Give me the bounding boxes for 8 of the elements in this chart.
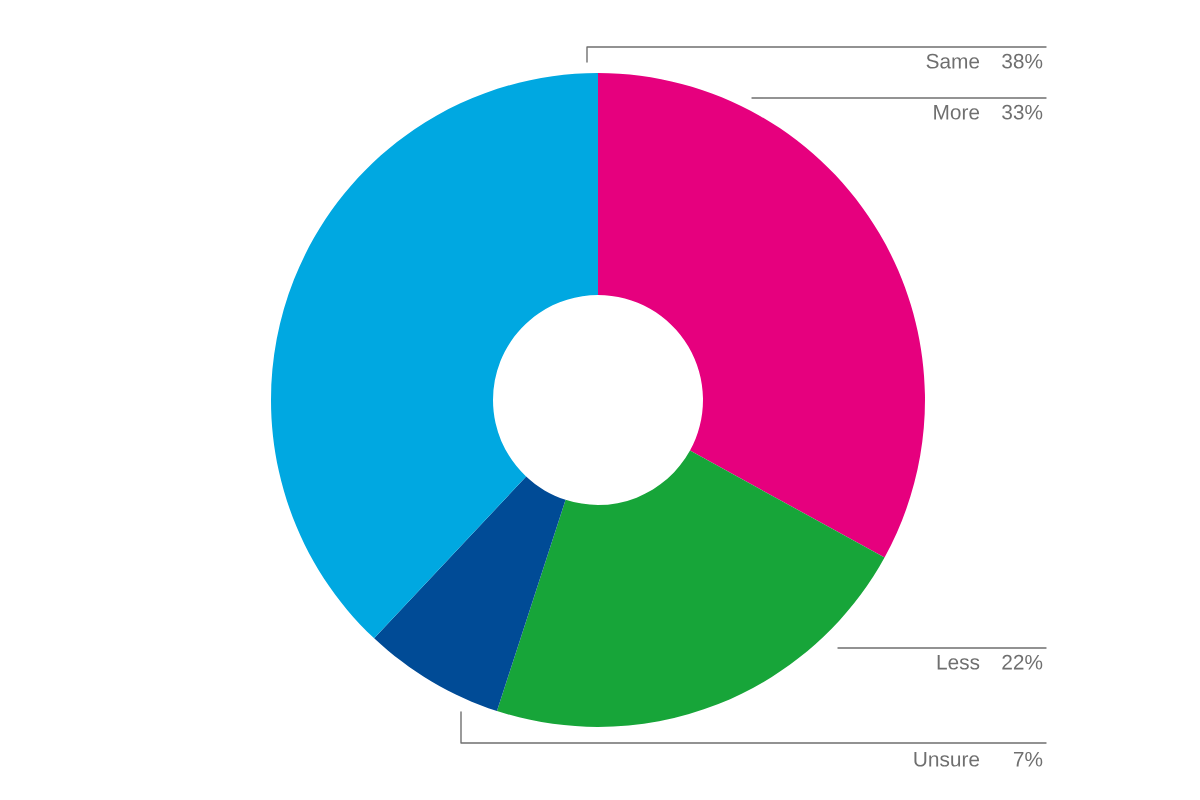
- data-label: 38%: [1002, 53, 1043, 69]
- slice-label: More: [934, 105, 980, 120]
- slice-label: Less: [937, 655, 980, 670]
- slice-label: Same: [926, 53, 980, 69]
- data-label: 33%: [1002, 104, 1043, 120]
- slice-label: Unsure: [914, 752, 980, 767]
- data-label: 7%: [1013, 751, 1043, 767]
- data-label: 22%: [1002, 654, 1043, 670]
